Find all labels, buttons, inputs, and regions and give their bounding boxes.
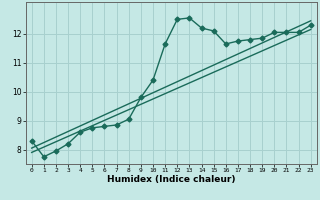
X-axis label: Humidex (Indice chaleur): Humidex (Indice chaleur) — [107, 175, 236, 184]
